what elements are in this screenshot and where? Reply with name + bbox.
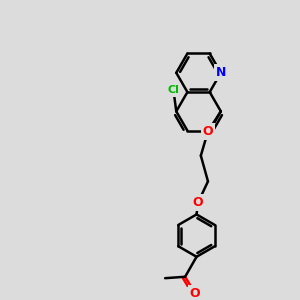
Text: N: N xyxy=(216,66,226,79)
Text: O: O xyxy=(203,125,213,138)
Text: Cl: Cl xyxy=(167,85,179,95)
Text: O: O xyxy=(190,287,200,300)
Text: O: O xyxy=(193,196,203,209)
